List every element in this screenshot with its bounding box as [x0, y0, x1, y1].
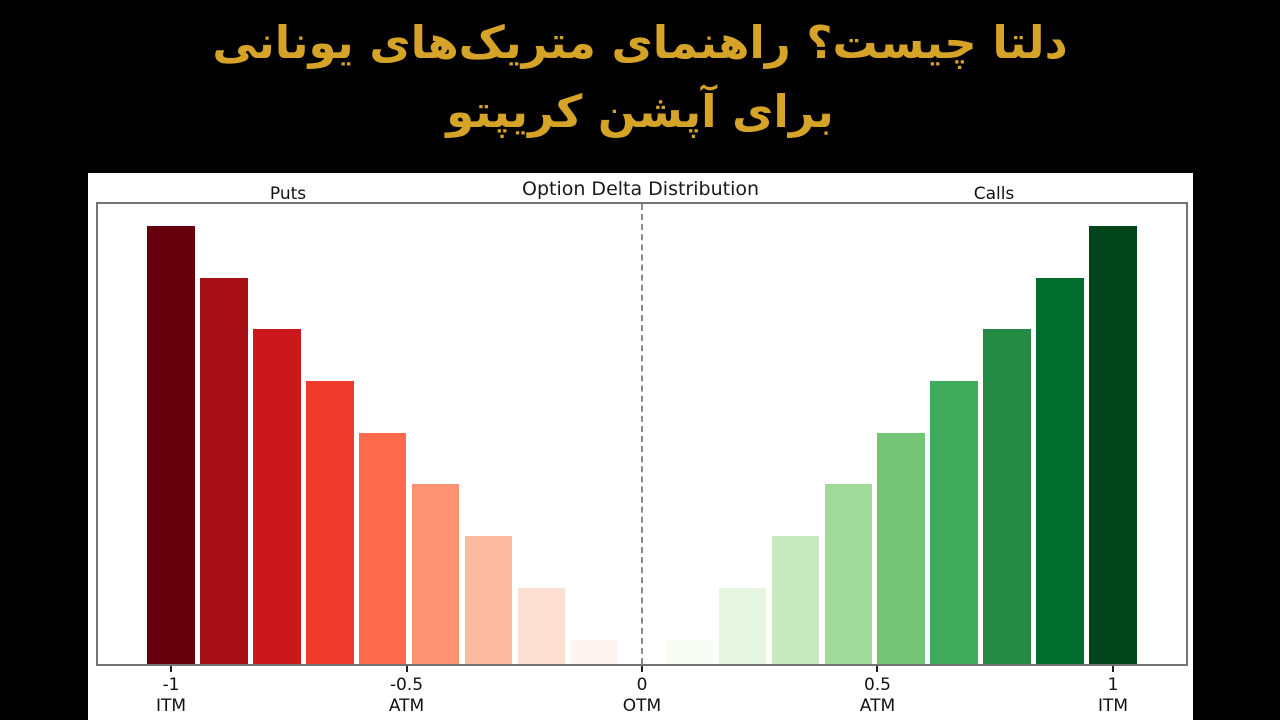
bar-puts-3 — [253, 329, 301, 664]
zero-dashed-line — [641, 204, 643, 664]
x-tick-value: 0 — [636, 675, 648, 695]
bar-calls-6 — [930, 381, 978, 664]
x-tick-moneyness: ATM — [388, 696, 425, 716]
x-tick-value: 1 — [1107, 675, 1119, 695]
x-tick-mark-0.5 — [876, 666, 879, 672]
x-tick-moneyness: ITM — [1097, 696, 1129, 716]
bar-puts-7 — [465, 536, 513, 664]
x-tick-mark--1 — [170, 666, 172, 672]
chart-title: Option Delta Distribution — [521, 178, 760, 200]
bar-calls-9 — [1089, 225, 1137, 664]
x-tick-value: -1 — [162, 675, 180, 695]
x-tick-mark-1 — [1111, 666, 1114, 672]
bar-calls-2 — [718, 587, 766, 664]
x-tick-label-1: 1 ITM — [1098, 675, 1128, 717]
bar-calls-5 — [877, 432, 925, 664]
bar-puts-5 — [359, 432, 407, 664]
plot-area — [96, 202, 1188, 666]
x-tick-mark-0 — [641, 666, 643, 672]
bar-calls-4 — [824, 484, 872, 664]
page-title: دلتا چیست؟ راهنمای متریک‌های یونانی برای… — [0, 8, 1280, 146]
x-tick-moneyness: OTM — [622, 696, 662, 716]
puts-annotation: Puts — [269, 184, 307, 204]
bars-layer — [98, 204, 1186, 664]
calls-annotation: Calls — [973, 184, 1015, 204]
bar-calls-8 — [1036, 277, 1084, 664]
bar-calls-7 — [983, 329, 1031, 664]
bar-puts-8 — [518, 587, 566, 664]
x-tick-moneyness: ATM — [859, 696, 896, 716]
page-title-line-1: دلتا چیست؟ راهنمای متریک‌های یونانی — [212, 16, 1068, 69]
x-tick-label-0: 0 OTM — [623, 675, 661, 717]
x-tick-label-0.5: 0.5 ATM — [860, 675, 895, 717]
x-tick-label--1: -1 ITM — [156, 675, 186, 717]
bar-puts-2 — [200, 277, 248, 664]
page-title-line-2: برای آپشن کریپتو — [446, 85, 834, 138]
x-tick-value: -0.5 — [389, 675, 424, 695]
bar-puts-9 — [571, 639, 619, 664]
bar-puts-1 — [147, 225, 195, 664]
chart-figure: Option Delta Distribution Puts Calls -1 I… — [88, 173, 1193, 720]
bar-calls-3 — [771, 536, 819, 664]
bar-puts-6 — [412, 484, 460, 664]
x-tick-value: 0.5 — [863, 675, 891, 695]
x-tick-mark--0.5 — [405, 666, 408, 672]
bar-puts-4 — [306, 381, 354, 664]
x-tick-moneyness: ITM — [155, 696, 187, 716]
x-tick-label--0.5: -0.5 ATM — [389, 675, 424, 717]
bar-calls-1 — [665, 639, 713, 664]
